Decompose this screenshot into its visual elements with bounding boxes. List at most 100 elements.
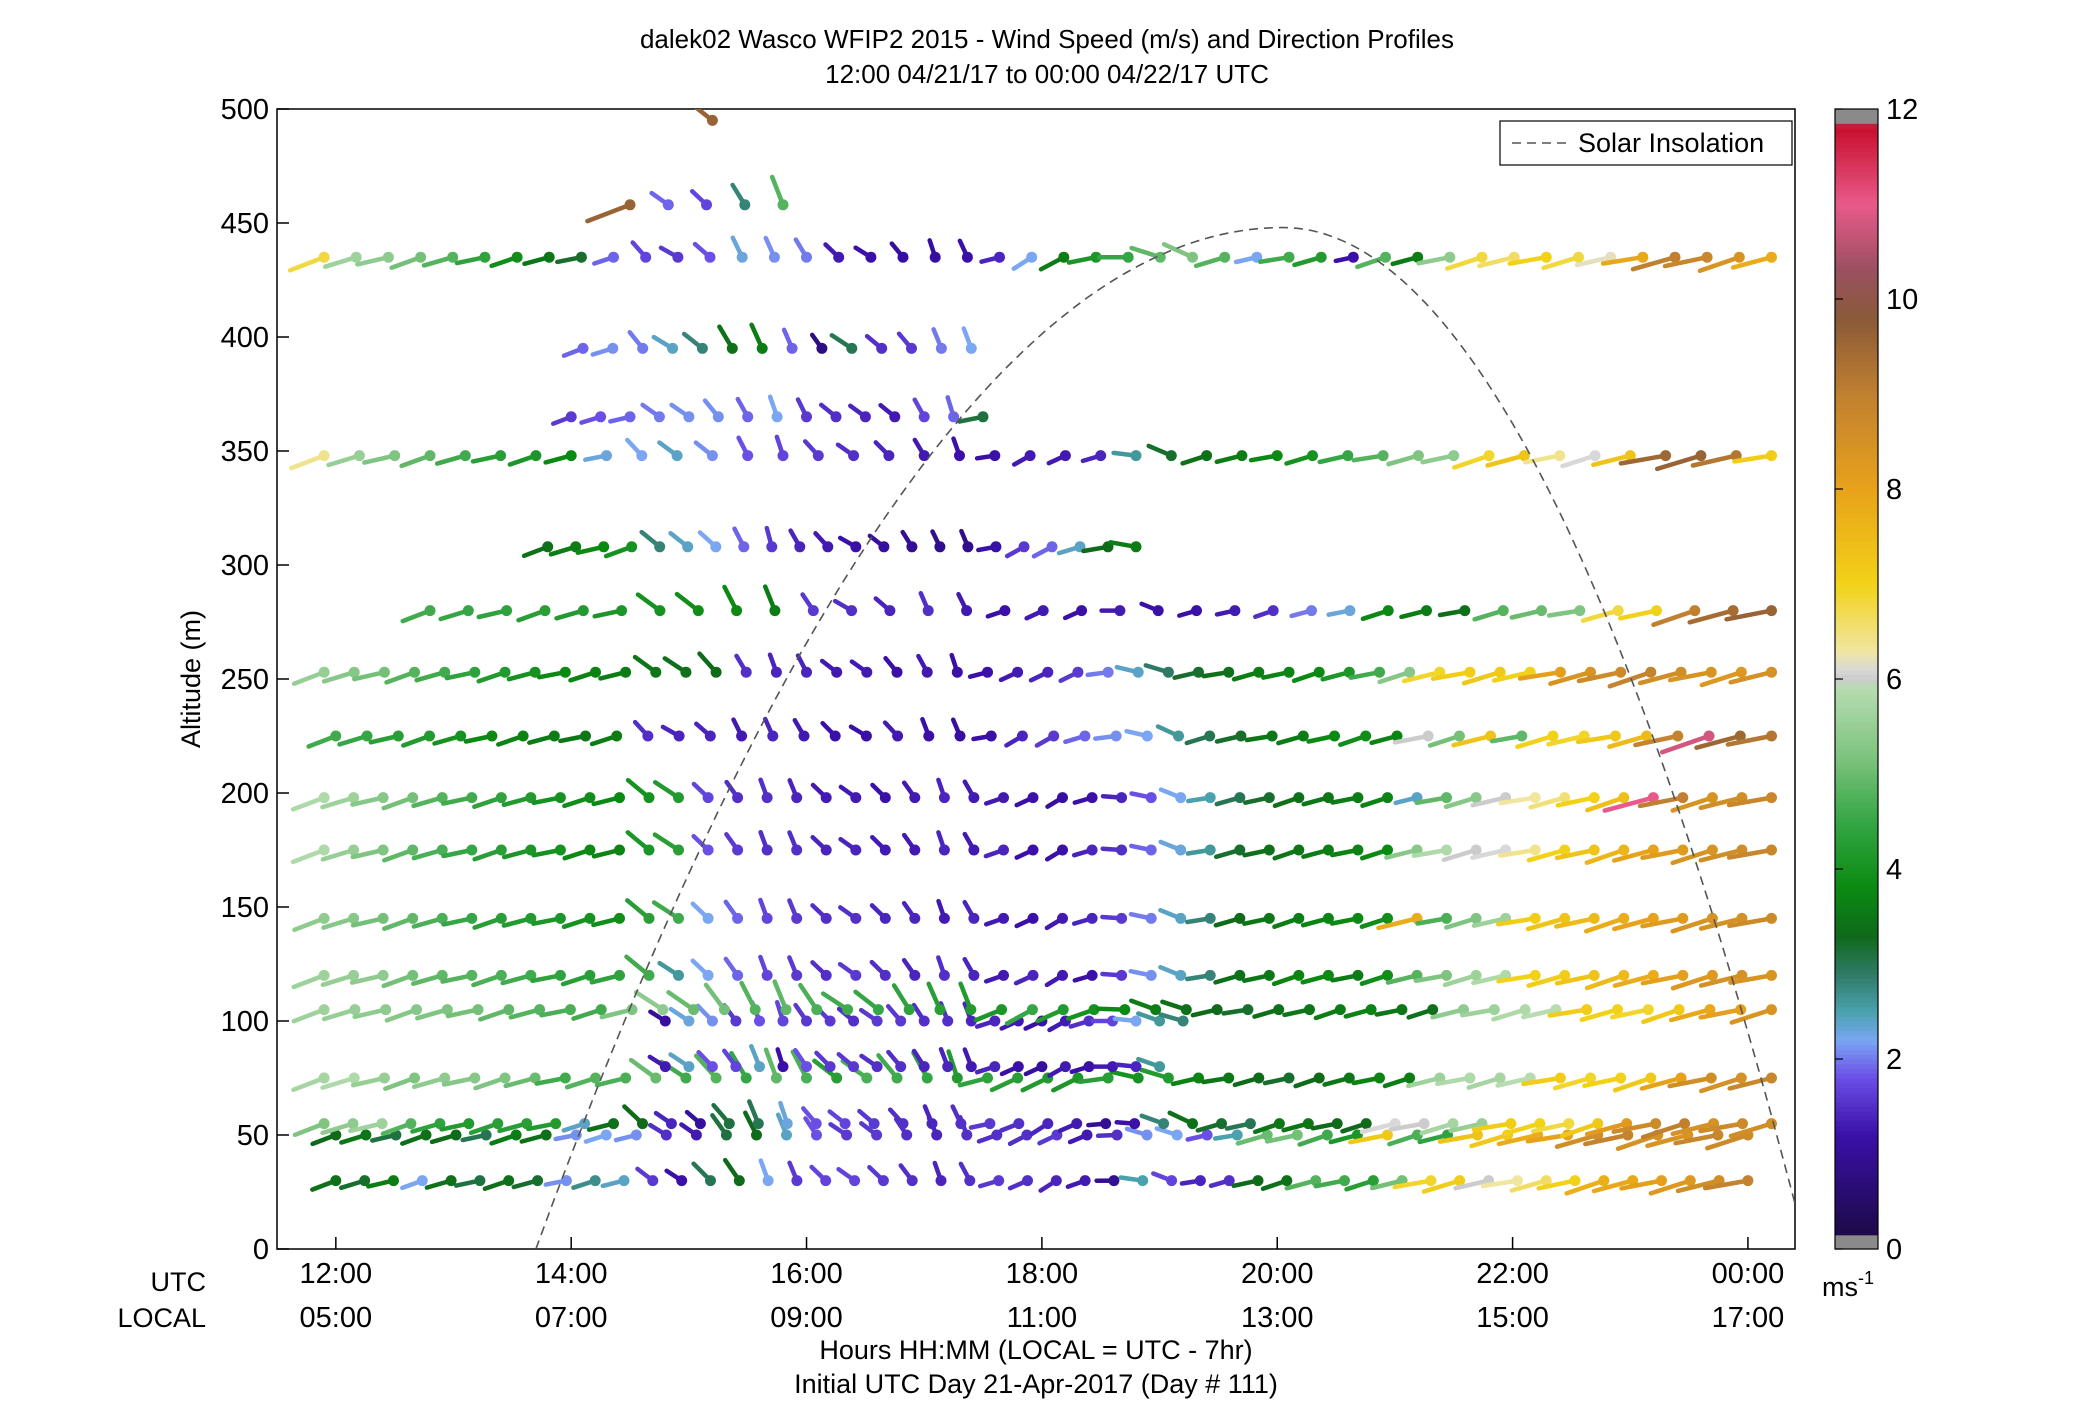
wind-barb-dot xyxy=(459,450,471,462)
wind-barb-dot xyxy=(378,666,390,678)
wind-barb-dot xyxy=(942,1061,954,1073)
wind-barb-dot xyxy=(965,1004,977,1016)
wind-barb-dot xyxy=(348,792,360,804)
wind-barb-dot xyxy=(1273,1118,1285,1130)
wind-barb-dot xyxy=(1313,666,1325,678)
wind-barb-dot xyxy=(1283,666,1295,678)
wind-barb-dot xyxy=(1081,1129,1093,1141)
wind-barb-dot xyxy=(521,1118,533,1130)
wind-barb xyxy=(1673,1132,1721,1146)
wind-barb-dot xyxy=(710,541,722,553)
wind-barb-dot xyxy=(977,411,989,423)
wind-barb-dot xyxy=(733,1175,745,1187)
wind-barb-dot xyxy=(559,1072,571,1084)
wind-barb xyxy=(1698,795,1745,811)
wind-barb-dot xyxy=(1412,251,1424,263)
wind-barb xyxy=(1645,1132,1691,1149)
wind-barb-dot xyxy=(1175,969,1187,981)
wind-barb-dot xyxy=(499,666,511,678)
colorbar-swatch xyxy=(1835,1068,1878,1074)
wind-barb-dot xyxy=(1689,605,1701,617)
wind-barb-dot xyxy=(1321,1129,1333,1141)
wind-barb-dot xyxy=(1132,666,1144,678)
wind-barb-dot xyxy=(998,912,1009,924)
wind-barb xyxy=(1641,1007,1682,1025)
wind-barb-dot xyxy=(1516,730,1528,742)
wind-barb-dot xyxy=(662,199,674,211)
wind-barb-dot xyxy=(486,730,498,742)
wind-barb-dot xyxy=(1585,1072,1596,1084)
wind-barb-dot xyxy=(935,1175,947,1187)
colorbar-swatch xyxy=(1835,218,1878,224)
wind-barb-dot xyxy=(1234,969,1246,981)
wind-barb-dot xyxy=(918,1015,930,1027)
wind-barb xyxy=(1392,733,1431,745)
wind-barb-dot xyxy=(353,450,365,462)
wind-barb-dot xyxy=(1024,450,1036,462)
wind-barb-dot xyxy=(1374,666,1385,678)
colorbar-swatch xyxy=(1835,227,1878,234)
wind-barb-dot xyxy=(1145,912,1157,924)
colorbar-tick-label: 2 xyxy=(1886,1044,1902,1076)
wind-barb-dot xyxy=(1177,1015,1189,1027)
wind-barb-dot xyxy=(1088,1004,1100,1016)
wind-barb-dot xyxy=(1367,1175,1379,1187)
wind-barb xyxy=(1437,1132,1480,1144)
colorbar-gradient xyxy=(1835,109,1878,1250)
wind-barb-dot xyxy=(850,844,862,856)
wind-barb-dot xyxy=(767,730,779,742)
colorbar: 0 2 4 6 8 10 12 ms-1 xyxy=(1822,94,1918,1302)
colorbar-swatch xyxy=(1835,427,1878,433)
wind-barb-dot xyxy=(884,605,896,617)
wind-barb-dot xyxy=(816,342,828,354)
wind-barb-dot xyxy=(982,666,993,678)
colorbar-swatch xyxy=(1835,1130,1878,1136)
wind-barb xyxy=(1348,1132,1390,1145)
colorbar-swatch xyxy=(1835,1035,1878,1041)
wind-barb-dot xyxy=(1641,730,1653,742)
wind-barb-dot xyxy=(954,730,966,742)
wind-barb xyxy=(1576,669,1623,684)
wind-barb-dot xyxy=(1307,450,1318,462)
wind-barb-dot xyxy=(318,251,330,263)
colorbar-unit: ms xyxy=(1822,1272,1858,1302)
colorbar-swatch xyxy=(1835,318,1878,324)
wind-barb-dot xyxy=(1086,912,1098,924)
colorbar-swatch xyxy=(1835,1125,1878,1131)
wind-barb-dot xyxy=(564,1004,576,1016)
wind-barb-dot xyxy=(749,1004,761,1016)
wind-barb-dot xyxy=(1204,730,1216,742)
y-axis: 0 50 100 150 200 250 300 350 400 450 500 xyxy=(221,94,289,1266)
wind-barb-dot xyxy=(811,1129,822,1141)
colorbar-ticks: 0 2 4 6 8 10 12 xyxy=(1835,94,1918,1266)
wind-barb-dot xyxy=(771,411,783,423)
wind-barb-dot xyxy=(1050,1175,1062,1187)
colorbar-swatch xyxy=(1835,341,1878,348)
wind-barb-dot xyxy=(1441,912,1452,924)
wind-barb-dot xyxy=(996,1004,1008,1016)
wind-barb-dot xyxy=(1766,969,1777,981)
wind-barb-dot xyxy=(702,844,714,856)
wind-barb-dot xyxy=(931,1129,943,1141)
y-tick-label: 250 xyxy=(221,664,269,696)
wind-barb-dot xyxy=(942,1015,954,1027)
wind-barb xyxy=(1555,795,1597,808)
wind-barb-dot xyxy=(611,730,623,742)
wind-barb-dot xyxy=(1347,251,1359,263)
colorbar-swatch xyxy=(1835,850,1878,856)
wind-barb-dot xyxy=(1022,1175,1033,1187)
wind-barb-dot xyxy=(801,666,812,678)
wind-barb-dot xyxy=(1766,1004,1777,1016)
colorbar-swatch xyxy=(1835,683,1878,690)
y-tick-label: 200 xyxy=(221,778,269,810)
wind-barb xyxy=(1617,608,1659,621)
wind-barb-dot xyxy=(1677,912,1689,924)
colorbar-swatch xyxy=(1835,474,1878,481)
wind-barb xyxy=(1670,795,1715,813)
wind-barb-dot xyxy=(657,1004,669,1016)
wind-barb-dot xyxy=(1627,1175,1639,1187)
wind-barb-dot xyxy=(1706,969,1718,981)
wind-barb-dot xyxy=(1618,792,1630,804)
wind-barb-dot xyxy=(1612,1004,1623,1016)
wind-barb-dot xyxy=(1427,1004,1439,1016)
